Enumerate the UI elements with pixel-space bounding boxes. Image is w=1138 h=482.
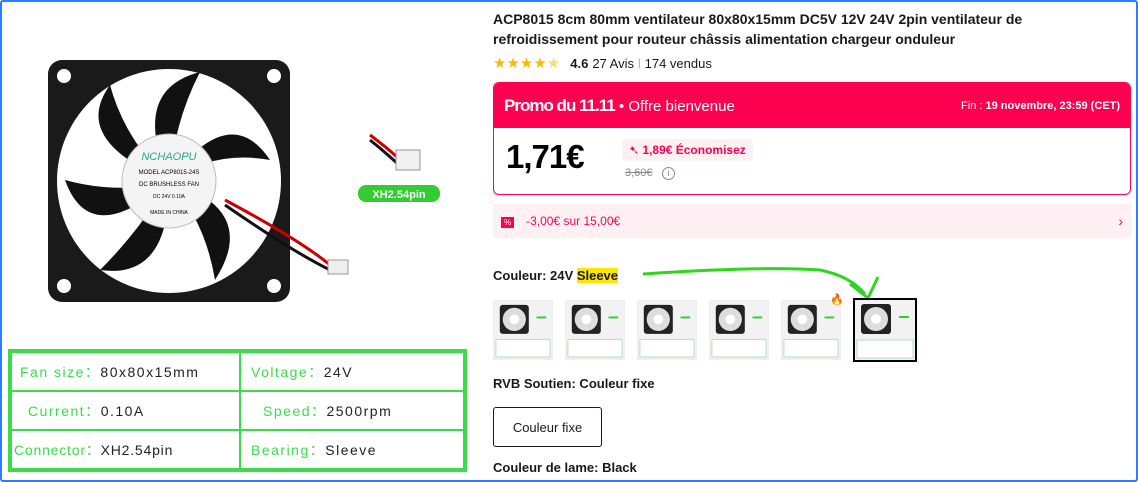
- reviews-link[interactable]: 27 Avis: [592, 55, 635, 71]
- savings-text: 1,89€ Économisez: [642, 143, 746, 157]
- color-option-6[interactable]: [853, 298, 917, 362]
- promo-name: Promo du 11.11: [504, 95, 616, 115]
- color-option-4[interactable]: [709, 300, 769, 360]
- color-option-1[interactable]: [493, 300, 553, 360]
- color-option-3[interactable]: [637, 300, 697, 360]
- spec-fan-size: Fan size： 80x80x15mm: [11, 352, 240, 391]
- sold-count: 174 vendus: [644, 55, 712, 71]
- svg-text:MADE IN CHINA: MADE IN CHINA: [150, 210, 188, 216]
- coupon-icon: %: [501, 217, 515, 228]
- original-price: 3,60€: [625, 167, 653, 179]
- promo-offer: • Offre bienvenue: [618, 97, 735, 115]
- color-option-5[interactable]: 🔥: [781, 294, 844, 360]
- price: 1,71€: [506, 138, 585, 175]
- rvb-label: RVB Soutien: Couleur fixe: [493, 376, 655, 391]
- hot-icon: 🔥: [830, 294, 844, 306]
- svg-text:MODEL ACP8015-24S: MODEL ACP8015-24S: [139, 170, 200, 176]
- rating-row[interactable]: ★★★★★ 4.6 27 Avis | 174 vendus: [493, 54, 712, 72]
- spec-voltage: Voltage： 24V: [240, 352, 464, 391]
- promo-box: Promo du 11.11 • Offre bienvenue Fin : 1…: [493, 82, 1131, 195]
- promo-end-label: Fin :: [961, 99, 983, 112]
- svg-text:NCHAOPU: NCHAOPU: [141, 151, 196, 163]
- coupon-bar[interactable]: % -3,00€ sur 15,00€ ›: [493, 204, 1131, 238]
- info-icon[interactable]: i: [662, 167, 675, 180]
- coupon-text: -3,00€ sur 15,00€: [526, 214, 621, 228]
- rating-value: 4.6: [570, 55, 589, 71]
- color-value: Sleeve: [576, 268, 619, 283]
- savings-badge: ➷ 1,89€ Économisez: [622, 139, 753, 161]
- promo-end: 19 novembre, 23:59 (CET): [985, 99, 1121, 112]
- color-option-2[interactable]: [565, 300, 625, 360]
- divider: |: [638, 57, 641, 69]
- spec-table: Fan size： 80x80x15mm Voltage： 24V Current：…: [8, 349, 467, 472]
- product-image[interactable]: NCHAOPU MODEL ACP8015-24S DC BRUSHLESS F…: [0, 0, 480, 482]
- spec-current: Current： 0.10A: [11, 391, 240, 430]
- product-title: ACP8015 8cm 80mm ventilateur 80x80x15mm …: [493, 11, 1023, 47]
- spec-speed: Speed： 2500rpm: [240, 391, 464, 430]
- arrow-down-icon: ➷: [629, 143, 643, 157]
- star-icon: ★★★★★: [493, 55, 561, 72]
- blade-color-label: Couleur de lame: Black: [493, 460, 637, 475]
- svg-text:DC BRUSHLESS FAN: DC BRUSHLESS FAN: [139, 182, 199, 188]
- rvb-option-button[interactable]: Couleur fixe: [493, 407, 602, 447]
- svg-text:XH2.54pin: XH2.54pin: [372, 189, 425, 201]
- spec-connector: Connector： XH2.54pin: [11, 430, 240, 469]
- color-label-text: Couleur: 24V: [493, 268, 574, 283]
- svg-text:DC 24V 0.10A: DC 24V 0.10A: [153, 194, 186, 200]
- chevron-right-icon: ›: [1118, 213, 1123, 229]
- color-options: 🔥: [493, 294, 917, 362]
- color-label: Couleur: 24V Sleeve: [493, 268, 619, 283]
- promo-header: Promo du 11.11 • Offre bienvenue Fin : 1…: [494, 83, 1130, 128]
- spec-bearing: Bearing： Sleeve: [240, 430, 464, 469]
